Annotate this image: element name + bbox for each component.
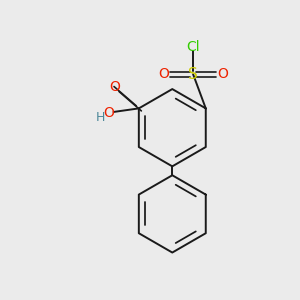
Text: H: H [95,111,105,124]
Text: O: O [217,67,228,81]
Text: Cl: Cl [186,40,200,55]
Text: O: O [158,67,169,81]
Text: O: O [110,80,121,94]
Text: O: O [103,106,114,120]
Text: S: S [188,67,198,82]
